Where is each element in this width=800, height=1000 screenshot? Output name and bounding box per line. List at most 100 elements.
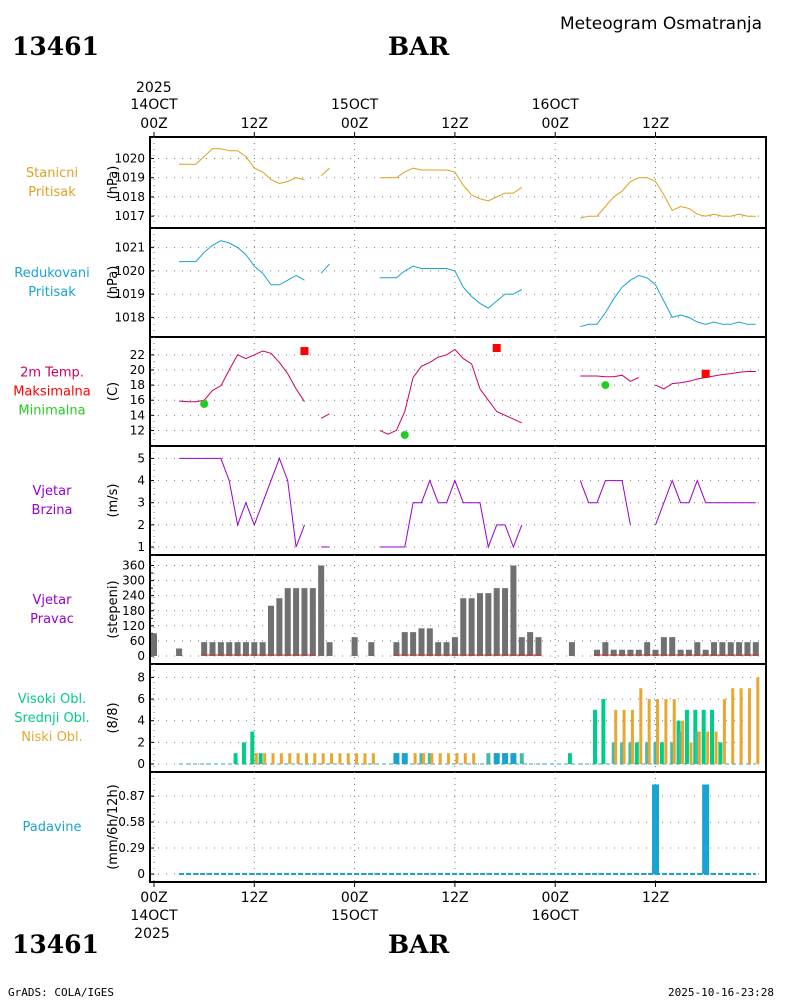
y-axis-label: (mm/6h/12h) <box>106 784 121 870</box>
wind-dir-bar <box>418 628 425 656</box>
wind-dir-bar <box>476 593 483 656</box>
cloud-bar <box>710 709 715 764</box>
cloud-bar <box>634 742 639 764</box>
y-tick-label: 12 <box>130 423 145 437</box>
cloud-bar <box>258 753 263 764</box>
wind-dir-bar <box>619 649 626 656</box>
wind-dir-bar <box>301 588 308 656</box>
cloud-bar <box>701 709 706 764</box>
day-label-top: 14OCT <box>130 97 178 113</box>
cloud-bar-blue <box>502 753 509 764</box>
cloud-bar <box>639 688 643 764</box>
cloud-bar <box>296 753 300 764</box>
series-line <box>179 456 305 548</box>
y-axis-label: (stepeni) <box>106 580 121 638</box>
y-tick-label: 16 <box>130 393 145 407</box>
y-tick-label: 6 <box>137 692 145 706</box>
y-tick-label: 60 <box>130 634 145 648</box>
hour-label-top: 12Z <box>642 116 669 132</box>
cloud-bar <box>567 753 572 764</box>
wind-dir-bar <box>234 642 241 656</box>
hour-label-bottom: 00Z <box>542 890 569 906</box>
wind-dir-bar <box>744 642 751 656</box>
y-tick-label: 3 <box>137 496 145 510</box>
hour-label-top: 00Z <box>140 116 167 132</box>
cloud-bar <box>722 699 726 764</box>
cloud-bar <box>695 731 700 764</box>
precip-bar <box>652 784 660 874</box>
cloud-bar <box>254 753 258 764</box>
wind-dir-bar <box>351 637 358 656</box>
cloud-bar <box>756 677 760 764</box>
wind-dir-bar <box>460 598 467 656</box>
y-tick-label: 0 <box>137 757 145 771</box>
wind-dir-bar <box>151 633 157 656</box>
wind-dir-bar <box>276 598 283 656</box>
panel-label: Minimalna <box>18 404 85 419</box>
panel-label: Padavine <box>23 820 82 835</box>
y-tick-label: 240 <box>122 589 145 603</box>
hour-label-top: 12Z <box>441 116 468 132</box>
cloud-bar <box>678 731 683 764</box>
wind-dir-bar <box>602 642 609 656</box>
y-tick-label: 2 <box>137 735 145 749</box>
cloud-bar <box>241 742 246 764</box>
cloud-bar <box>611 742 616 764</box>
day-label-top: 15OCT <box>331 97 379 113</box>
series-line <box>179 350 305 403</box>
y-tick-label: 1020 <box>114 264 145 278</box>
panel-label: Maksimalna <box>13 385 91 400</box>
panel-label: 2m Temp. <box>20 366 84 381</box>
series-line <box>320 167 330 177</box>
wind-dir-bar <box>736 642 743 656</box>
cloud-bar <box>645 742 650 764</box>
cloud-bar <box>430 753 434 764</box>
cloud-bar <box>419 753 424 764</box>
wind-dir-bar <box>694 642 701 656</box>
y-tick-label: 1 <box>137 540 145 554</box>
cloud-bar <box>672 699 676 764</box>
day-label-bottom: 14OCT <box>130 908 178 924</box>
panel-label: Pritisak <box>28 185 76 200</box>
y-tick-label: 120 <box>122 619 145 633</box>
wind-dir-bar <box>468 598 475 656</box>
tmax-marker <box>701 369 710 378</box>
y-tick-label: 5 <box>137 451 145 465</box>
series-line <box>379 167 523 202</box>
y-tick-label: 8 <box>137 670 145 684</box>
wind-dir-bar <box>309 588 316 656</box>
wind-dir-bar <box>752 642 759 656</box>
wind-dir-bar <box>368 642 375 656</box>
hour-label-bottom: 00Z <box>140 890 167 906</box>
wind-dir-bar <box>393 642 400 656</box>
y-tick-label: 18 <box>130 378 145 392</box>
wind-dir-bar <box>435 642 442 656</box>
wind-dir-bar <box>594 649 601 656</box>
wind-dir-bar <box>209 642 216 656</box>
y-tick-label: 0.58 <box>118 815 145 829</box>
wind-dir-bar <box>293 588 300 656</box>
wind-dir-bar <box>502 588 509 656</box>
cloud-bar <box>739 688 743 764</box>
cloud-bar <box>355 753 359 764</box>
wind-dir-bar <box>443 642 450 656</box>
wind-dir-bar <box>284 588 291 656</box>
panel-label: Vjetar <box>33 593 73 608</box>
footer-timestamp: 2025-10-16-23:28 <box>668 986 774 999</box>
cloud-bar <box>630 709 634 764</box>
tmax-marker <box>492 344 501 353</box>
hour-label-bottom: 12Z <box>441 890 468 906</box>
series-line <box>580 177 756 219</box>
station-id-top: 13461 <box>12 32 99 61</box>
cloud-bar <box>279 753 283 764</box>
cloud-bar <box>330 753 334 764</box>
series-line <box>320 263 330 274</box>
cloud-bar-blue <box>393 753 400 764</box>
hour-label-top: 00Z <box>341 116 368 132</box>
cloud-bar <box>486 753 491 764</box>
y-tick-label: 22 <box>130 348 145 362</box>
year-label-bottom: 2025 <box>134 926 170 942</box>
cloud-bar <box>263 753 267 764</box>
day-label-bottom: 15OCT <box>331 908 379 924</box>
